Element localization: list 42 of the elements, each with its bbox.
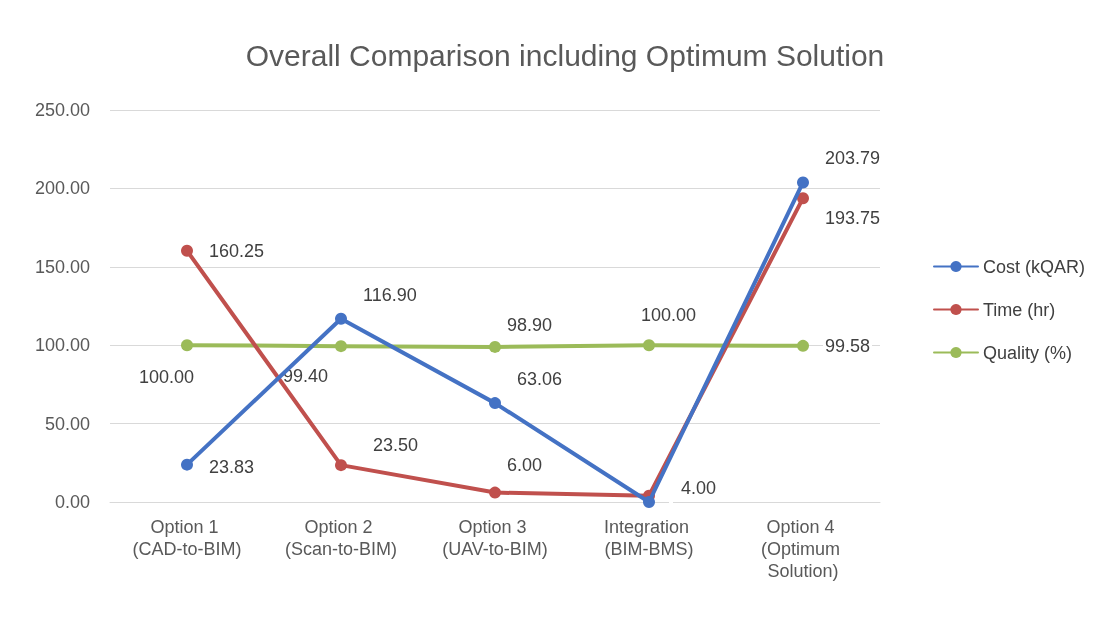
x-tick-label: Option 3 (UAV-to-BIM) [442, 517, 548, 559]
point [181, 458, 193, 471]
y-tick-label: 200.00 [34, 178, 90, 199]
legend-label: Time (hr) [982, 299, 1056, 320]
legend-label: Quality (%) [982, 342, 1073, 363]
data-label: 4.00 [681, 477, 717, 498]
data-label: 193.75 [825, 208, 881, 229]
data-label: 100.00 [139, 367, 195, 388]
data-label: 63.06 [517, 369, 563, 390]
point [489, 486, 501, 499]
data-label: 98.90 [507, 314, 553, 335]
data-label: 116.90 [363, 284, 417, 305]
data-label: 23.50 [373, 435, 419, 456]
y-tick-label: 150.00 [34, 256, 90, 277]
x-tick-label: Integration (BIM-BMS) [603, 517, 695, 559]
data-label: 100.00 [641, 305, 697, 326]
data-label: 99.58 [825, 335, 871, 356]
data-label: 23.83 [209, 456, 255, 477]
y-tick-label: 0.00 [54, 492, 90, 512]
x-tick-label: Option 4 (Optimum Solution) [760, 517, 846, 581]
point [489, 397, 501, 410]
x-tick-label: Option 1 (CAD-to-BIM) [132, 517, 242, 559]
y-tick-label: 100.00 [34, 335, 90, 356]
point [181, 339, 193, 352]
point [797, 176, 809, 189]
point [797, 192, 809, 205]
point [643, 339, 655, 352]
point [643, 496, 655, 508]
point [335, 312, 347, 325]
point [489, 340, 501, 353]
data-label: 6.00 [507, 454, 543, 475]
chart-title: Overall Comparison including Optimum Solution [245, 38, 885, 72]
point [335, 340, 347, 353]
y-tick-label: 250.00 [34, 100, 90, 120]
legend-label: Cost (kQAR) [982, 256, 1086, 277]
data-label: 160.25 [209, 240, 265, 261]
x-tick-label: Option 2 (Scan-to-BIM) [284, 517, 398, 559]
point [797, 339, 809, 352]
data-label: 203.79 [825, 148, 881, 169]
y-tick-label: 50.00 [44, 413, 90, 434]
point [335, 459, 347, 472]
point [181, 244, 193, 257]
